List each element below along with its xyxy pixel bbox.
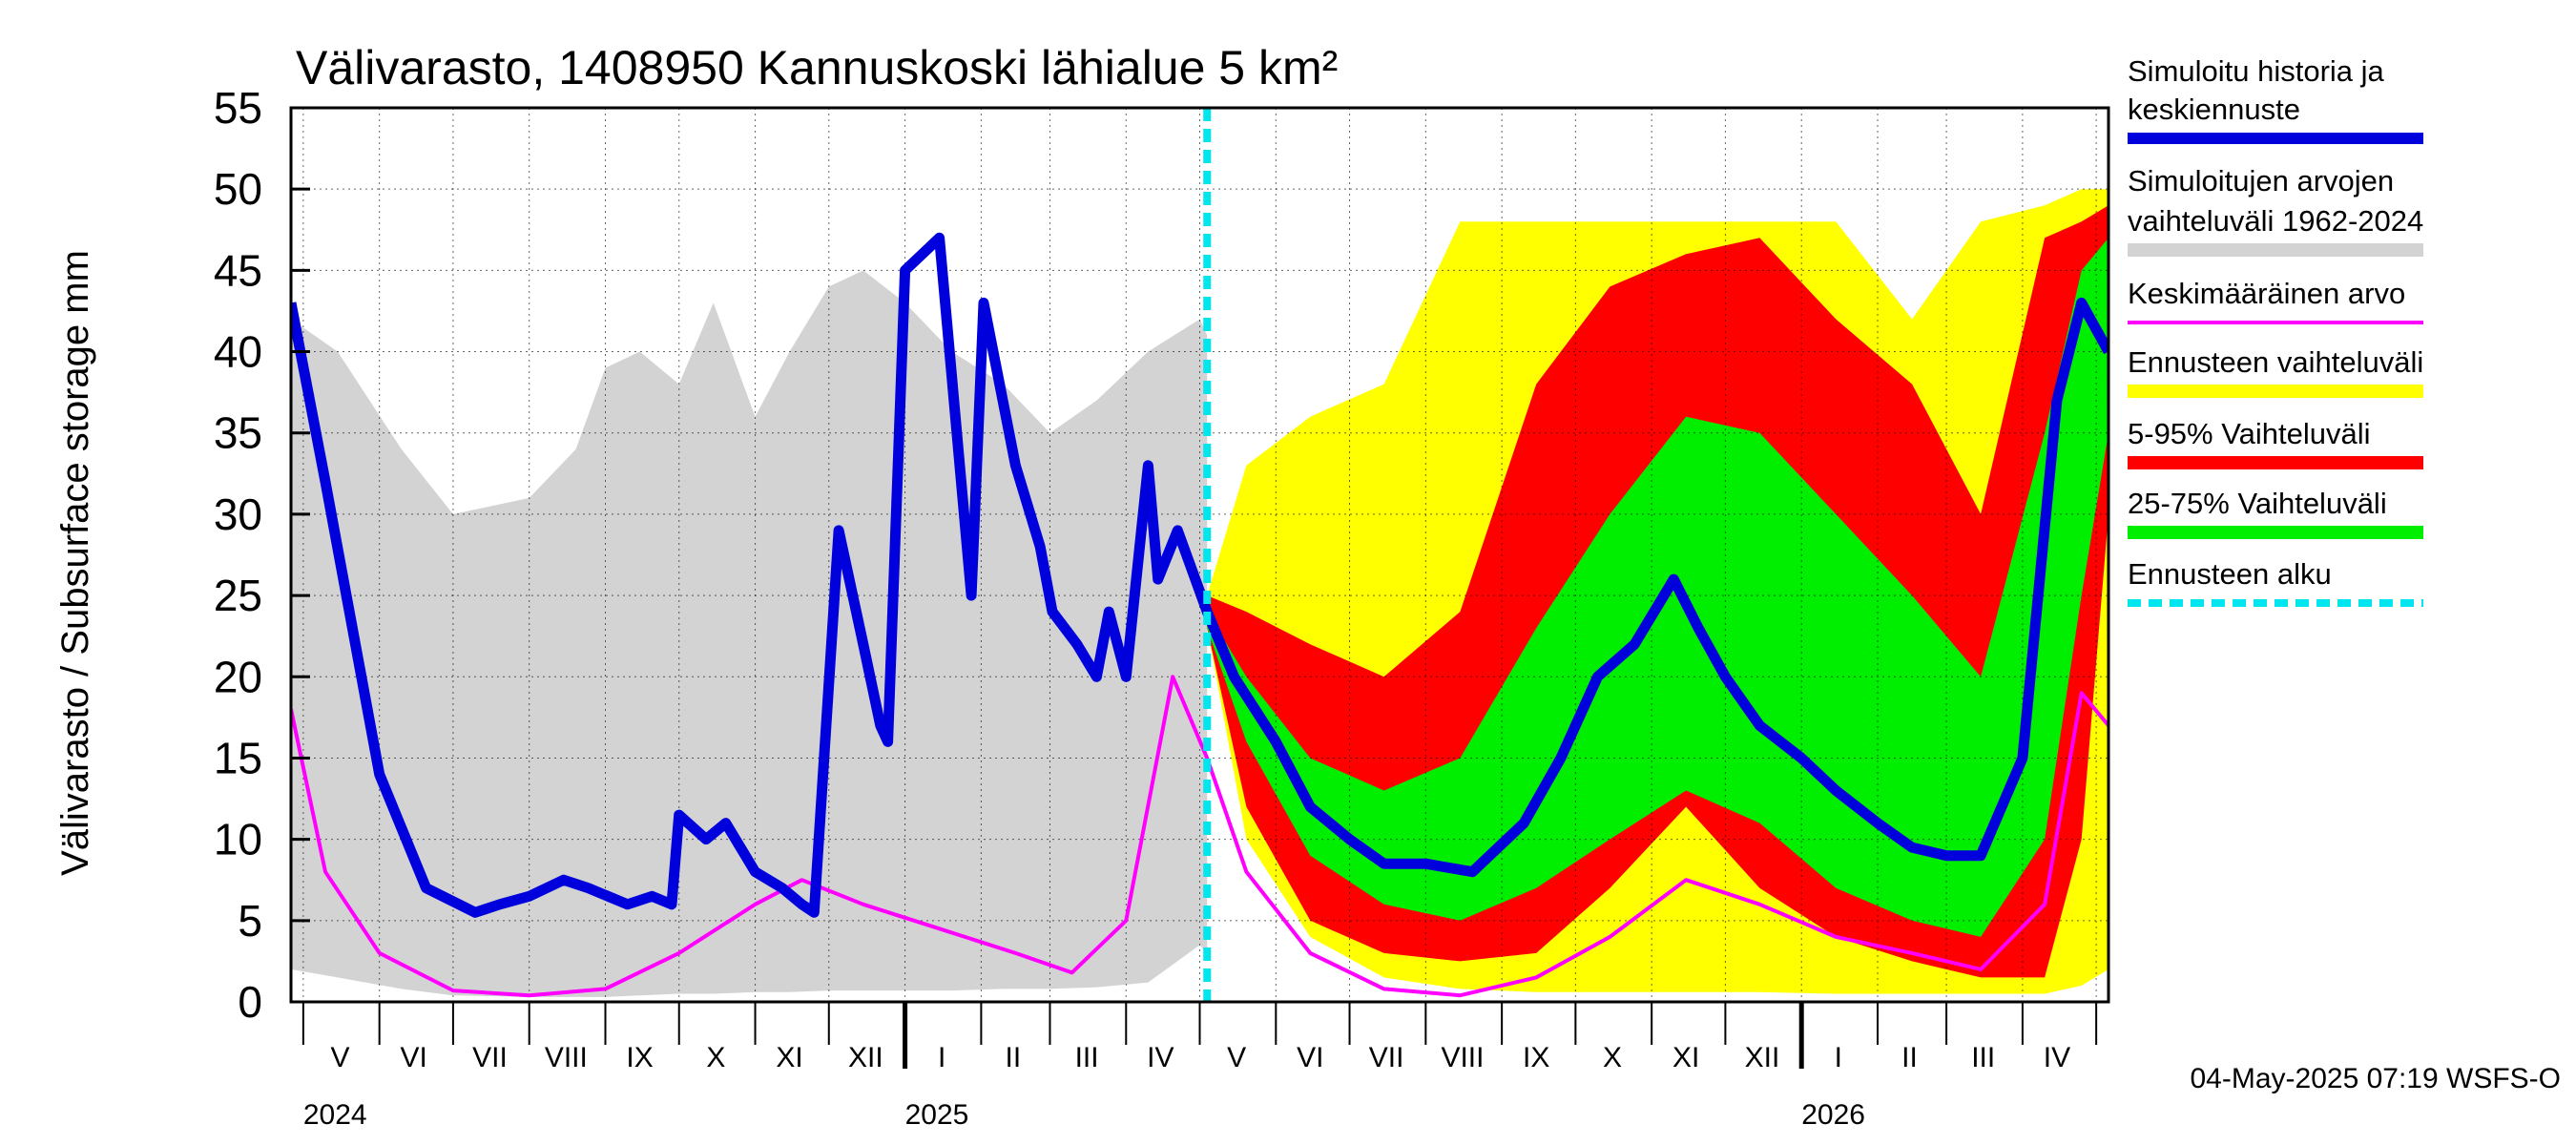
month-label: IX xyxy=(1523,1042,1549,1073)
legend-label: Ennusteen alku xyxy=(2128,557,2332,591)
month-label: X xyxy=(706,1042,725,1073)
month-label: I xyxy=(938,1042,945,1073)
series-line-0 xyxy=(291,675,2109,998)
legend-label: vaihteluväli 1962-2024 xyxy=(2128,204,2423,238)
month-label: II xyxy=(1901,1042,1918,1073)
month-label: IX xyxy=(626,1042,653,1073)
band-3 xyxy=(1207,238,2109,937)
y-tick-label: 40 xyxy=(214,327,262,377)
footer-timestamp: 04-May-2025 07:19 WSFS-O xyxy=(2191,1063,2562,1094)
y-tick-label: 5 xyxy=(238,896,262,946)
legend-label: 5-95% Vaihteluväli xyxy=(2128,417,2370,450)
month-label: III xyxy=(1971,1042,1995,1073)
month-label: IV xyxy=(1147,1042,1174,1073)
month-label: XII xyxy=(848,1042,883,1073)
y-tick-label: 55 xyxy=(214,83,262,133)
month-label: VII xyxy=(472,1042,508,1073)
year-label: 2025 xyxy=(905,1099,969,1131)
month-label: VIII xyxy=(545,1042,588,1073)
month-label: X xyxy=(1603,1042,1622,1073)
legend-label: Simuloitu historia ja xyxy=(2128,54,2385,88)
month-label: VII xyxy=(1369,1042,1404,1073)
month-label: V xyxy=(1227,1042,1246,1073)
x-axis: V VI VII VIII IX X XI XII I II III IV V VI VII VIII IX X X… xyxy=(291,1000,2109,1131)
month-label: VI xyxy=(1297,1042,1323,1073)
y-tick-label: 10 xyxy=(214,815,262,864)
series-line-1 xyxy=(291,232,2109,918)
month-label: VIII xyxy=(1441,1042,1484,1073)
y-tick-label: 45 xyxy=(214,245,262,295)
y-tick-label: 30 xyxy=(214,489,262,539)
year-label: 2024 xyxy=(303,1099,367,1131)
y-tick-label: 20 xyxy=(214,652,262,701)
month-label: IV xyxy=(2044,1042,2070,1073)
month-label: XI xyxy=(776,1042,802,1073)
year-label: 2026 xyxy=(1801,1099,1865,1131)
legend-label: keskiennuste xyxy=(2128,93,2300,126)
legend-label: Keskimääräinen arvo xyxy=(2128,277,2405,310)
line-layer xyxy=(291,232,2109,998)
month-label: I xyxy=(1835,1042,1842,1073)
legend-label: Ennusteen vaihteluväli xyxy=(2128,345,2423,379)
band-layer xyxy=(291,189,2109,997)
chart-title: Välivarasto, 1408950 Kannuskoski lähialu… xyxy=(296,41,1338,94)
y-tick-label: 15 xyxy=(214,733,262,782)
y-tick-label: 0 xyxy=(238,977,262,1027)
y-tick-label: 35 xyxy=(214,408,262,458)
legend: Simuloitu historia ja keskiennuste Simuloi… xyxy=(2128,54,2423,607)
month-label: XI xyxy=(1672,1042,1699,1073)
month-label: III xyxy=(1075,1042,1099,1073)
gridlines xyxy=(291,108,2109,1002)
y-tick-label: 50 xyxy=(214,164,262,214)
legend-label: 25-75% Vaihteluväli xyxy=(2128,487,2387,520)
y-tick-label: 25 xyxy=(214,571,262,620)
month-label: VI xyxy=(401,1042,427,1073)
y-axis: 0 5 10 15 20 25 30 35 40 45 50 55 xyxy=(214,83,310,1027)
y-axis-label: Välivarasto / Subsurface storage mm xyxy=(54,250,96,876)
month-label: XII xyxy=(1745,1042,1780,1073)
month-label: V xyxy=(330,1042,349,1073)
legend-label: Simuloitujen arvojen xyxy=(2128,164,2394,198)
month-label: II xyxy=(1006,1042,1022,1073)
